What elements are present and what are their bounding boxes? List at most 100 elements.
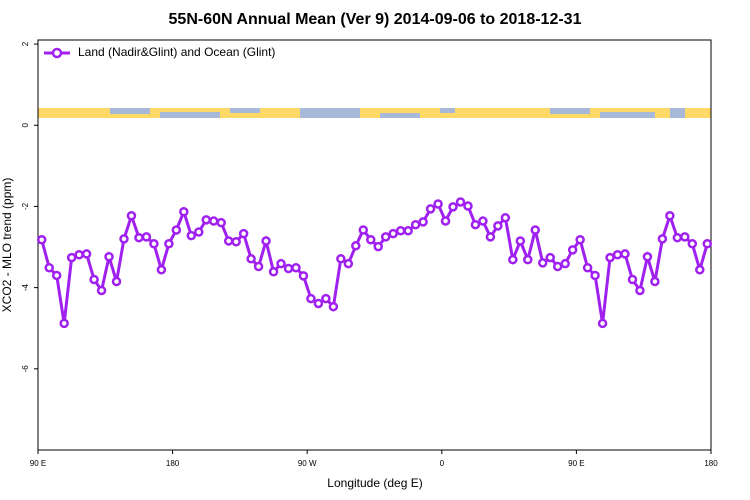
data-point xyxy=(268,267,279,277)
land-ocean-strip xyxy=(38,108,711,118)
x-tick-label: 180 xyxy=(166,459,180,468)
data-point xyxy=(186,230,197,241)
data-point xyxy=(313,298,324,309)
data-point xyxy=(171,225,182,235)
data-point xyxy=(388,228,398,239)
data-point xyxy=(433,199,443,209)
data-point xyxy=(702,239,713,249)
data-point xyxy=(680,232,690,242)
data-point xyxy=(59,318,69,329)
data-point xyxy=(380,232,391,242)
x-tick-label: 90 E xyxy=(30,459,46,468)
legend-label: Land (Nadir&Glint) and Ocean (Glint) xyxy=(78,45,275,59)
data-point xyxy=(238,228,249,239)
data-point xyxy=(149,239,159,249)
y-axis-label: XCO2 - MLO trend (ppm) xyxy=(0,178,14,313)
data-point xyxy=(523,254,533,265)
data-point xyxy=(156,265,167,275)
data-point xyxy=(500,213,511,223)
data-point xyxy=(605,252,615,263)
data-point xyxy=(276,258,286,269)
data-point xyxy=(635,285,645,296)
data-point xyxy=(665,211,675,221)
data-point xyxy=(126,211,137,221)
data-point xyxy=(51,270,62,281)
data-point xyxy=(463,201,473,211)
data-point xyxy=(343,258,354,269)
data-point xyxy=(493,221,503,231)
data-point xyxy=(164,239,174,249)
y-tick-label: -6 xyxy=(21,365,30,373)
data-point xyxy=(530,225,541,235)
data-point xyxy=(620,249,630,259)
data-point xyxy=(545,252,555,263)
data-point xyxy=(642,252,653,262)
data-point xyxy=(223,236,234,246)
data-point xyxy=(650,276,660,287)
data-point xyxy=(575,234,585,245)
data-point xyxy=(448,202,458,212)
data-point xyxy=(440,216,451,226)
data-point xyxy=(455,197,466,207)
data-point xyxy=(552,261,563,272)
data-point xyxy=(560,258,570,269)
data-point xyxy=(485,232,496,242)
data-point xyxy=(291,262,301,273)
x-axis-label: Longitude (deg E) xyxy=(327,476,422,490)
data-point xyxy=(395,226,406,236)
data-point xyxy=(366,234,376,245)
data-point xyxy=(597,318,608,329)
data-point xyxy=(403,226,413,236)
data-point xyxy=(194,227,204,237)
legend-marker xyxy=(51,47,63,59)
data-point xyxy=(410,219,421,230)
data-point xyxy=(328,301,339,312)
data-point xyxy=(283,263,294,274)
data-point xyxy=(358,225,369,235)
data-point xyxy=(425,204,436,214)
data-point xyxy=(208,216,219,226)
data-point xyxy=(470,219,481,230)
data-point xyxy=(567,245,578,255)
x-tick-label: 180 xyxy=(704,459,718,468)
data-point xyxy=(508,254,518,265)
y-tick-label: -4 xyxy=(21,284,30,292)
data-point xyxy=(687,239,698,249)
data-point xyxy=(373,241,383,252)
data-point xyxy=(134,232,144,243)
x-tick-label: 0 xyxy=(440,459,445,468)
data-point xyxy=(321,293,331,304)
data-point xyxy=(590,270,600,281)
data-point xyxy=(627,274,638,285)
data-point xyxy=(418,217,428,227)
data-point xyxy=(298,271,309,281)
data-point xyxy=(36,234,47,245)
data-point xyxy=(74,249,84,260)
data-point xyxy=(351,241,361,251)
data-point xyxy=(582,262,593,273)
data-point xyxy=(66,252,77,263)
series-line xyxy=(40,200,709,324)
data-point xyxy=(231,237,241,247)
data-point xyxy=(657,234,668,244)
data-point xyxy=(179,206,189,217)
data-point xyxy=(612,249,623,260)
data-point xyxy=(246,254,256,264)
y-tick-label: 2 xyxy=(21,41,30,46)
x-tick-label: 90 E xyxy=(568,459,584,468)
chart-title: 55N-60N Annual Mean (Ver 9) 2014-09-06 t… xyxy=(169,11,582,28)
data-point xyxy=(695,265,705,275)
data-point xyxy=(44,262,54,273)
data-point xyxy=(672,232,683,243)
data-point xyxy=(253,261,264,272)
data-point xyxy=(201,215,211,225)
data-point xyxy=(81,249,92,259)
data-point xyxy=(306,293,316,304)
data-point xyxy=(119,234,129,244)
y-tick-label: -2 xyxy=(21,202,30,210)
data-point xyxy=(96,285,107,296)
data-point xyxy=(515,236,526,246)
data-point xyxy=(111,276,122,287)
